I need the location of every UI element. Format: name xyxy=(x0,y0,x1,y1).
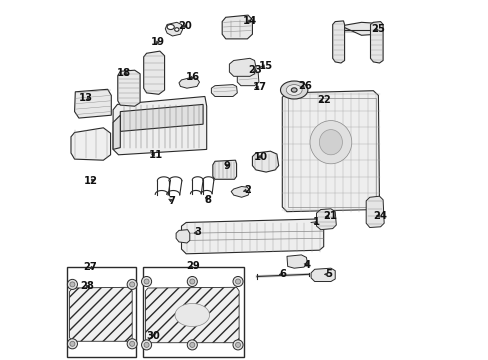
Polygon shape xyxy=(332,21,344,63)
Circle shape xyxy=(127,339,137,349)
Polygon shape xyxy=(145,287,239,343)
Circle shape xyxy=(67,279,77,289)
Text: 15: 15 xyxy=(259,61,273,71)
Bar xyxy=(288,98,375,207)
Polygon shape xyxy=(222,15,252,39)
Text: 1: 1 xyxy=(312,217,320,228)
Ellipse shape xyxy=(291,88,296,92)
Ellipse shape xyxy=(309,121,351,164)
Text: 8: 8 xyxy=(203,195,210,205)
Polygon shape xyxy=(229,58,256,76)
Text: 20: 20 xyxy=(178,21,192,31)
Bar xyxy=(142,267,244,357)
Text: 5: 5 xyxy=(325,269,332,279)
Circle shape xyxy=(67,339,77,349)
Circle shape xyxy=(144,279,149,284)
Circle shape xyxy=(189,279,194,284)
Polygon shape xyxy=(71,128,110,160)
Polygon shape xyxy=(143,51,164,94)
Polygon shape xyxy=(179,77,199,88)
Text: 6: 6 xyxy=(279,269,286,279)
Circle shape xyxy=(127,279,137,289)
Polygon shape xyxy=(310,268,335,282)
Polygon shape xyxy=(282,91,379,212)
Text: 2: 2 xyxy=(244,185,250,195)
Polygon shape xyxy=(252,151,278,172)
Text: 30: 30 xyxy=(145,330,159,341)
Polygon shape xyxy=(370,22,382,63)
Polygon shape xyxy=(231,186,249,197)
Text: 26: 26 xyxy=(297,81,311,91)
Text: 14: 14 xyxy=(242,16,257,26)
Text: 25: 25 xyxy=(370,24,384,34)
Text: 11: 11 xyxy=(148,150,163,160)
Polygon shape xyxy=(181,219,323,254)
Polygon shape xyxy=(69,287,132,341)
Circle shape xyxy=(187,276,197,287)
Circle shape xyxy=(144,342,149,347)
Polygon shape xyxy=(286,255,307,268)
Circle shape xyxy=(129,282,134,287)
Ellipse shape xyxy=(175,303,209,327)
Circle shape xyxy=(235,342,240,347)
Text: 23: 23 xyxy=(248,65,262,75)
Polygon shape xyxy=(316,209,336,230)
Text: 10: 10 xyxy=(253,152,267,162)
Text: 21: 21 xyxy=(322,211,336,221)
Text: 28: 28 xyxy=(80,281,94,291)
Circle shape xyxy=(141,340,151,350)
Polygon shape xyxy=(237,70,258,86)
Text: 17: 17 xyxy=(252,82,266,93)
Text: 12: 12 xyxy=(83,176,97,186)
Circle shape xyxy=(232,276,243,287)
Text: 7: 7 xyxy=(168,196,175,206)
Text: 19: 19 xyxy=(150,37,164,48)
Polygon shape xyxy=(176,230,189,243)
Bar xyxy=(67,267,136,357)
Text: 29: 29 xyxy=(186,261,200,271)
Text: 18: 18 xyxy=(117,68,131,78)
Text: 22: 22 xyxy=(316,95,330,105)
Polygon shape xyxy=(120,104,203,131)
Circle shape xyxy=(129,341,134,346)
Text: 9: 9 xyxy=(224,161,230,171)
Polygon shape xyxy=(118,70,140,106)
Text: 3: 3 xyxy=(194,227,201,237)
Circle shape xyxy=(189,342,194,347)
Circle shape xyxy=(70,282,75,287)
Circle shape xyxy=(70,341,75,346)
Text: 24: 24 xyxy=(373,211,387,221)
Polygon shape xyxy=(113,115,120,149)
Polygon shape xyxy=(75,89,111,118)
Ellipse shape xyxy=(167,24,174,30)
Circle shape xyxy=(141,276,151,287)
Polygon shape xyxy=(366,196,384,228)
Text: 13: 13 xyxy=(79,93,93,103)
Ellipse shape xyxy=(174,28,179,31)
Polygon shape xyxy=(212,160,236,179)
Polygon shape xyxy=(211,85,237,96)
Ellipse shape xyxy=(280,81,307,99)
Circle shape xyxy=(187,340,197,350)
Polygon shape xyxy=(340,22,379,35)
Text: 27: 27 xyxy=(83,262,97,272)
Polygon shape xyxy=(113,96,206,155)
Ellipse shape xyxy=(319,130,342,155)
Circle shape xyxy=(232,340,243,350)
Ellipse shape xyxy=(285,85,302,95)
Circle shape xyxy=(235,279,240,284)
Text: 16: 16 xyxy=(185,72,200,82)
Text: 4: 4 xyxy=(303,260,310,270)
Polygon shape xyxy=(165,22,182,36)
